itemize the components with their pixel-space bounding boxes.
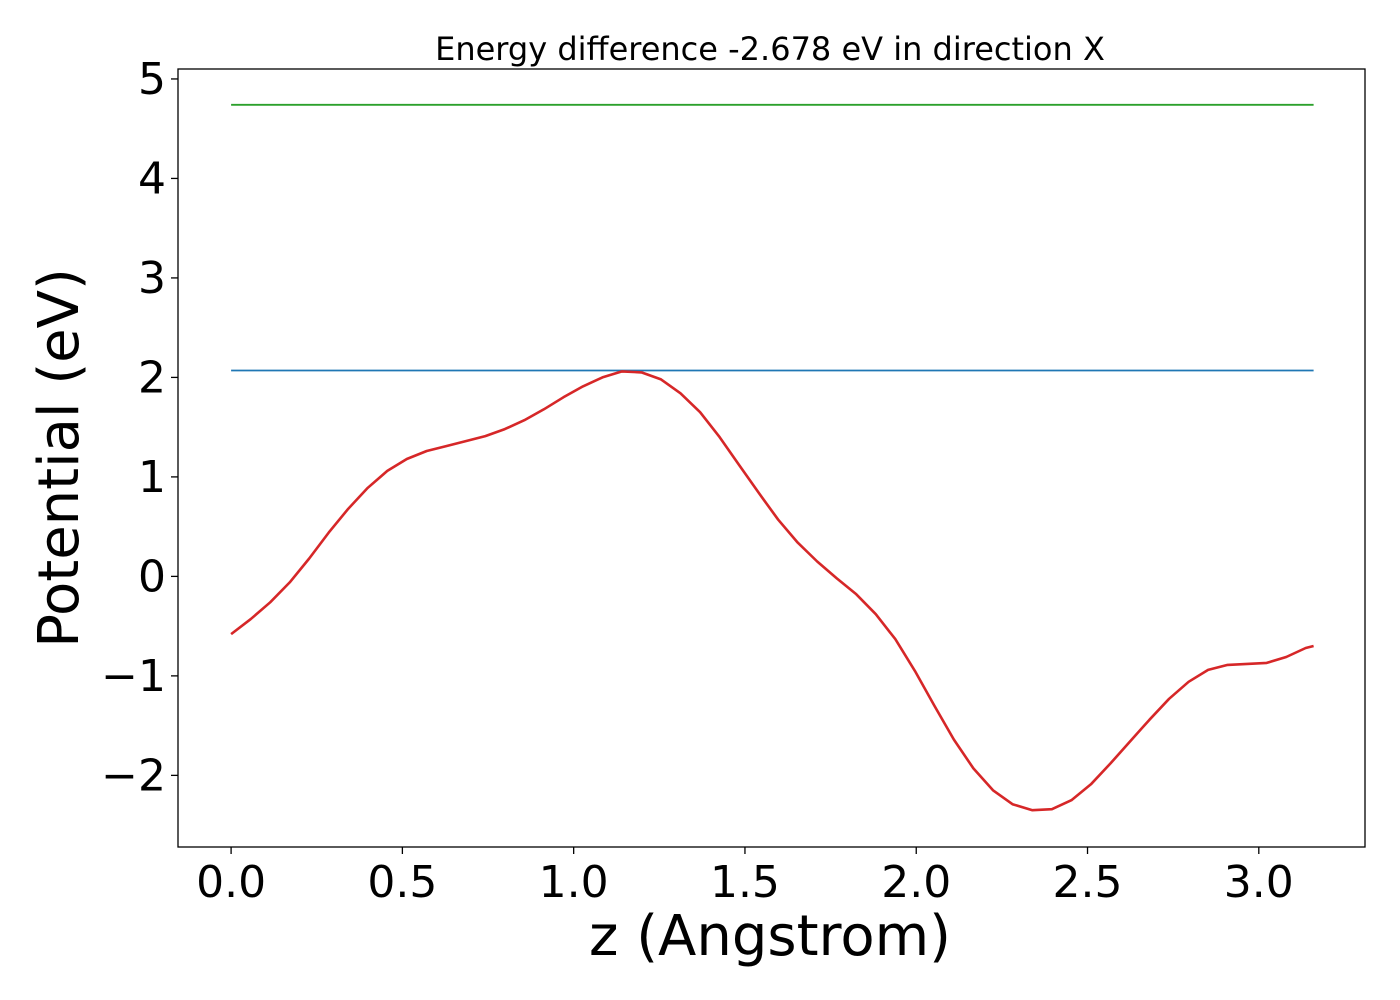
x-tick-label: 2.5 — [1053, 857, 1123, 908]
y-tick-label: −2 — [101, 750, 166, 801]
x-axis-label: z (Angstrom) — [589, 904, 951, 969]
y-axis: −2 −1 0 1 2 3 4 5 — [101, 54, 178, 801]
y-tick-label: −1 — [101, 651, 166, 702]
plot-frame — [177, 68, 1366, 848]
y-tick-label: 5 — [138, 54, 166, 105]
y-tick-label: 3 — [138, 253, 166, 304]
series-line-0 — [230, 370, 1314, 812]
x-tick-label: 1.5 — [710, 857, 780, 908]
y-tick-label: 0 — [138, 551, 166, 602]
series-layer — [230, 103, 1314, 812]
x-tick-label: 3.0 — [1224, 857, 1294, 908]
y-tick-label: 2 — [138, 352, 166, 403]
y-tick-label: 4 — [138, 153, 166, 204]
x-tick-label: 2.0 — [881, 857, 951, 908]
x-axis: 0.0 0.5 1.0 1.5 2.0 2.5 3.0 — [196, 847, 1294, 908]
chart-title: Energy difference -2.678 eV in direction… — [435, 30, 1105, 68]
x-tick-label: 0.5 — [367, 857, 437, 908]
x-tick-label: 1.0 — [539, 857, 609, 908]
y-axis-label: Potential (eV) — [27, 268, 92, 648]
x-tick-label: 0.0 — [196, 857, 266, 908]
y-tick-label: 1 — [138, 452, 166, 503]
